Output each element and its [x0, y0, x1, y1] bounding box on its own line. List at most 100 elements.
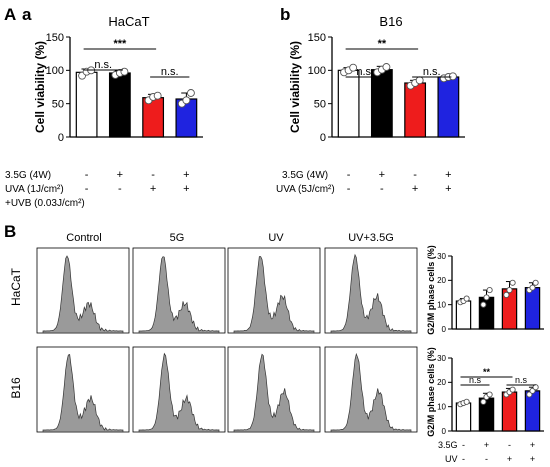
chart-a-point: [182, 96, 191, 105]
chart-b16-treatment-mark: +: [530, 440, 535, 450]
chart-b-treatment-mark: +: [379, 169, 385, 181]
hist-row-b16: B16: [9, 377, 23, 399]
chart-hacat-ytick-label: 30: [437, 252, 446, 261]
chart-hacat-point: [486, 287, 493, 294]
chart-b16-sig-label: n.s: [469, 375, 482, 385]
chart-a-row1-label: 3.5G (4W): [5, 170, 51, 181]
chart-b-treatment-mark: +: [412, 183, 418, 195]
histogram-area: [330, 253, 412, 334]
chart-a-treatment-mark: +: [183, 169, 189, 181]
chart-a-treatment-mark: +: [150, 183, 156, 195]
chart-hacat-point: [503, 291, 510, 298]
chart-b-point: [448, 72, 457, 81]
histogram-area: [42, 255, 124, 334]
chart-hacat-point: [529, 284, 536, 291]
chart-b-sig-label: **: [378, 38, 387, 50]
chart-b-ylabel: Cell viability (%): [288, 41, 302, 133]
histogram-area: [233, 353, 315, 433]
chart-b16-sig-label: n.s: [515, 375, 528, 385]
chart-b-ytick-label: 100: [308, 65, 326, 77]
histogram-area: [233, 256, 315, 334]
histogram-area: [42, 354, 124, 433]
panel-label-b: b: [280, 5, 290, 24]
histogram-area: [330, 352, 412, 433]
chart-b16-treatment-mark: +: [530, 454, 535, 464]
chart-a-treatment-mark: +: [183, 183, 189, 195]
chart-b16-point: [532, 384, 539, 391]
chart-hacat-ytick-label: 20: [437, 276, 446, 285]
hist-col-uv: UV: [268, 232, 284, 244]
chart-b-row2-label: UVA (5J/cm²): [276, 184, 335, 195]
chart-b-row1-label: 3.5G (4W): [282, 170, 328, 181]
chart-a-title: HaCaT: [108, 14, 149, 29]
chart-a-bar: [75, 71, 98, 138]
chart-hacat-bar: [478, 296, 495, 330]
chart-hacat-point: [463, 295, 470, 302]
chart-b-bar: [437, 76, 460, 138]
hist-col-uv35g: UV+3.5G: [348, 232, 394, 244]
chart-hacat-bar: [524, 287, 541, 330]
chart-a-point: [153, 91, 162, 100]
chart-a-treatment-mark: -: [85, 183, 89, 195]
chart-a-treatment-mark: +: [117, 169, 123, 181]
chart-hacat-point: [509, 279, 516, 286]
chart-b16-treatment-mark: +: [507, 454, 512, 464]
chart-a-ytick-label: 0: [58, 132, 64, 144]
chart-b-title: B16: [379, 14, 402, 29]
chart-a-treatment-mark: -: [85, 169, 89, 181]
chart-hacat-ytick-label: 10: [437, 300, 446, 309]
chart-b16-point: [509, 386, 516, 393]
histogram-area: [138, 352, 220, 433]
chart-a-ylabel: Cell viability (%): [33, 41, 47, 133]
chart-hacat-point: [506, 287, 513, 294]
chart-b16-bar: [501, 391, 518, 432]
chart-a-point: [186, 89, 195, 97]
chart-b16-point: [480, 398, 487, 405]
hist-col-5g: 5G: [170, 232, 185, 244]
chart-a-point: [120, 67, 129, 76]
chart-hacat-ylabel: G2/M phase cells (%): [426, 245, 436, 335]
panel-label-a: a: [22, 5, 32, 24]
chart-b-sig-label: n.s.: [356, 66, 374, 78]
chart-b16-point: [463, 398, 470, 405]
chart-a-ytick-label: 150: [46, 32, 64, 44]
chart-a-treatment-mark: -: [118, 183, 122, 195]
chart-b16-ytick-label: 20: [437, 378, 446, 387]
chart-b16-treatment-mark: -: [462, 454, 465, 464]
chart-a-ytick-label: 50: [52, 99, 64, 111]
chart-b-ytick-label: 50: [314, 99, 326, 111]
chart-b-ytick-label: 150: [308, 32, 326, 44]
chart-a-row2-label: UVA (1J/cm²): [5, 184, 64, 195]
chart-hacat-bar: [455, 300, 472, 330]
chart-a-row3-label: +UVB (0.03J/cm²): [5, 198, 85, 209]
chart-a-ytick-label: 100: [46, 65, 64, 77]
chart-b16-treatment-mark: -: [485, 454, 488, 464]
chart-hacat-point: [532, 279, 539, 286]
chart-b-bar: [370, 69, 393, 138]
hist-row-hacat: HaCaT: [9, 267, 23, 306]
histogram-area: [138, 256, 220, 334]
chart-b-sig-label: n.s.: [423, 66, 441, 78]
chart-a-sig-label: n.s.: [94, 59, 112, 71]
hist-col-control: Control: [66, 232, 101, 244]
chart-b16-bar: [455, 402, 472, 432]
chart-hacat-point: [483, 294, 490, 301]
panel-label-A: A: [4, 5, 16, 24]
panel-label-B: B: [4, 222, 16, 241]
chart-b-treatment-mark: +: [445, 169, 451, 181]
chart-b-point: [382, 63, 391, 71]
chart-b-bar: [404, 82, 427, 138]
chart-b16-ytick-label: 0: [442, 427, 447, 436]
chart-a-bar: [142, 97, 165, 138]
chart-b16-sig-label: **: [483, 367, 491, 377]
chart-a-bar: [108, 72, 131, 138]
chart-b16-treatment-mark: +: [484, 440, 489, 450]
chart-b-treatment-mark: -: [347, 183, 351, 195]
chart-b-treatment-mark: -: [347, 169, 351, 181]
chart-b16-treatment-mark: -: [462, 440, 465, 450]
chart-b16-ytick-label: 30: [437, 354, 446, 363]
chart-b-ytick-label: 0: [320, 132, 326, 144]
chart-b16-ylabel: G2/M phase cells (%): [426, 347, 436, 437]
chart-b16-point: [486, 391, 493, 398]
